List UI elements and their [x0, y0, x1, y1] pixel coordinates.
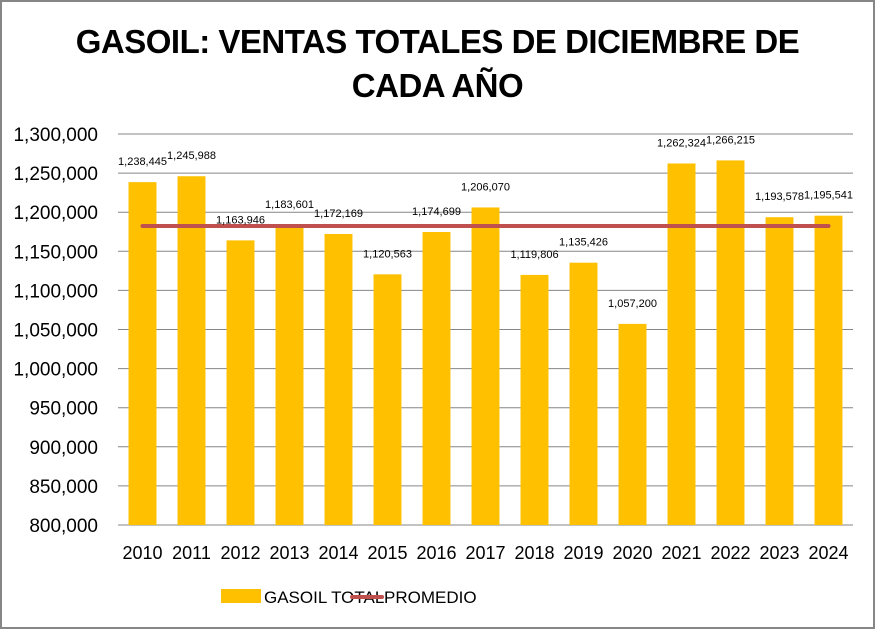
y-tick-label: 1,250,000 — [13, 164, 98, 185]
data-label-2023: 1,193,578 — [755, 191, 804, 203]
x-tick-label-2016: 2016 — [416, 543, 456, 563]
x-tick-label-2020: 2020 — [612, 543, 652, 563]
bar-2014 — [324, 233, 353, 525]
y-tick-label: 1,200,000 — [13, 203, 98, 224]
data-label-2020: 1,057,200 — [608, 298, 657, 310]
x-tick-label-2018: 2018 — [514, 543, 554, 563]
data-label-2012: 1,163,946 — [216, 214, 265, 226]
data-label-2017: 1,206,070 — [461, 181, 510, 193]
bar-2022 — [716, 160, 745, 526]
bar-2015 — [373, 274, 402, 525]
data-label-2013: 1,183,601 — [265, 199, 314, 211]
legend-label-promedio: PROMEDIO — [384, 588, 477, 607]
chart-title-line2: CADA AÑO — [351, 67, 524, 104]
x-tick-label-2012: 2012 — [220, 543, 260, 563]
y-tick-label: 1,300,000 — [13, 125, 98, 146]
x-tick-label-2017: 2017 — [465, 543, 505, 563]
x-tick-label-2015: 2015 — [367, 543, 407, 563]
bar-2024 — [814, 215, 843, 525]
y-tick-label: 1,050,000 — [13, 321, 98, 342]
bar-2011 — [177, 176, 206, 526]
data-label-2024: 1,195,541 — [804, 190, 853, 202]
x-axis: 2010 2011 2012 2013 2014 2015 2016 2017 2018 2019… — [122, 543, 848, 563]
bar-2017 — [471, 207, 500, 526]
y-tick-label: 900,000 — [29, 438, 98, 459]
data-label-2015: 1,120,563 — [363, 248, 412, 260]
legend: GASOIL TOTAL PROMEDIO — [221, 588, 477, 607]
x-tick-label-2014: 2014 — [318, 543, 358, 563]
x-tick-label-2013: 2013 — [269, 543, 309, 563]
y-axis: 800,000 850,000 900,000 950,000 1,000,000 1,0… — [13, 125, 98, 537]
data-label-2021: 1,262,324 — [657, 137, 706, 149]
data-label-2019: 1,135,426 — [559, 237, 608, 249]
x-tick-label-2023: 2023 — [759, 543, 799, 563]
data-label-2010: 1,238,445 — [118, 156, 167, 168]
data-label-2014: 1,172,169 — [314, 208, 363, 220]
bar-2019 — [569, 262, 598, 525]
legend-label-gasoil-total: GASOIL TOTAL — [264, 588, 384, 607]
x-tick-label-2022: 2022 — [710, 543, 750, 563]
y-tick-label: 1,000,000 — [13, 360, 98, 381]
bar-2013 — [275, 225, 304, 525]
data-labels: 1,238,445 1,245,9881,163,9461,183,6011,17… — [118, 134, 853, 309]
y-tick-label: 950,000 — [29, 399, 98, 420]
x-tick-label-2024: 2024 — [808, 543, 848, 563]
data-label-2016: 1,174,699 — [412, 206, 461, 218]
data-label-2011: 1,245,988 — [167, 150, 216, 162]
bar-2023 — [765, 217, 794, 526]
bar-2020 — [618, 323, 647, 525]
bar-2012 — [226, 240, 255, 525]
x-tick-label-2019: 2019 — [563, 543, 603, 563]
bars — [128, 160, 843, 526]
bar-2016 — [422, 231, 451, 525]
chart-title: GASOIL: VENTAS TOTALES DE DICIEMBRE DE C… — [0, 20, 875, 108]
y-tick-label: 1,150,000 — [13, 242, 98, 263]
legend-swatch-gasoil-total — [221, 589, 261, 603]
chart-title-line1: GASOIL: VENTAS TOTALES DE DICIEMBRE DE — [75, 23, 800, 60]
x-tick-label-2011: 2011 — [172, 543, 211, 563]
data-label-2018: 1,119,806 — [510, 249, 558, 261]
bar-2021 — [667, 163, 696, 525]
x-tick-label-2021: 2021 — [661, 543, 701, 563]
y-tick-label: 800,000 — [29, 516, 98, 537]
bar-2018 — [520, 274, 549, 525]
bar-2010 — [128, 182, 157, 525]
data-label-2022: 1,266,215 — [706, 134, 755, 146]
y-tick-label: 850,000 — [29, 477, 98, 498]
y-tick-label: 1,100,000 — [13, 281, 98, 302]
x-tick-label-2010: 2010 — [122, 543, 162, 563]
